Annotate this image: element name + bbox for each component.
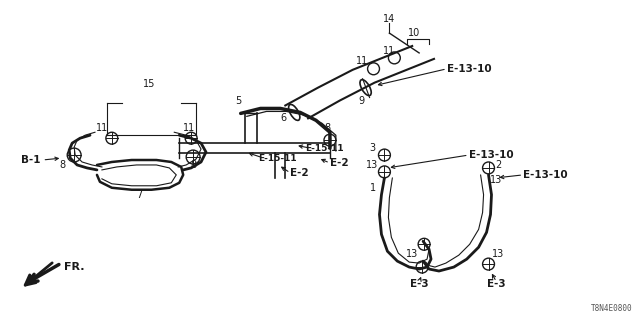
Text: E-13-10: E-13-10 — [468, 150, 513, 160]
Text: 8: 8 — [190, 160, 196, 170]
Text: 8: 8 — [59, 160, 65, 170]
Text: 13: 13 — [492, 249, 504, 259]
Text: E-3: E-3 — [487, 279, 506, 289]
Text: 14: 14 — [383, 14, 396, 24]
Text: E-13-10: E-13-10 — [524, 170, 568, 180]
Text: 5: 5 — [236, 96, 242, 106]
Text: 11: 11 — [355, 56, 368, 66]
Text: 8: 8 — [325, 123, 331, 133]
Text: E-2: E-2 — [330, 158, 349, 168]
Text: 11: 11 — [183, 123, 195, 133]
Text: B-1: B-1 — [21, 155, 40, 165]
Text: FR.: FR. — [64, 262, 84, 272]
Text: 13: 13 — [490, 175, 502, 185]
Text: 10: 10 — [408, 28, 420, 38]
Text: 7: 7 — [136, 190, 143, 200]
Text: 6: 6 — [280, 113, 286, 124]
Text: E-13-10: E-13-10 — [447, 64, 492, 74]
Text: E-15-11: E-15-11 — [259, 154, 297, 163]
Text: E-3: E-3 — [410, 279, 428, 289]
Text: 13: 13 — [367, 160, 379, 170]
Text: E-15-11: E-15-11 — [305, 144, 344, 153]
Text: E-2: E-2 — [291, 168, 309, 178]
Text: 1: 1 — [369, 183, 376, 193]
Text: 15: 15 — [143, 79, 156, 89]
Text: 11: 11 — [96, 123, 108, 133]
Text: 2: 2 — [495, 160, 502, 170]
Text: 3: 3 — [369, 143, 376, 153]
Text: 11: 11 — [383, 46, 396, 56]
Text: T8N4E0800: T8N4E0800 — [591, 304, 632, 313]
Text: 13: 13 — [406, 249, 419, 259]
Text: 9: 9 — [358, 96, 365, 106]
